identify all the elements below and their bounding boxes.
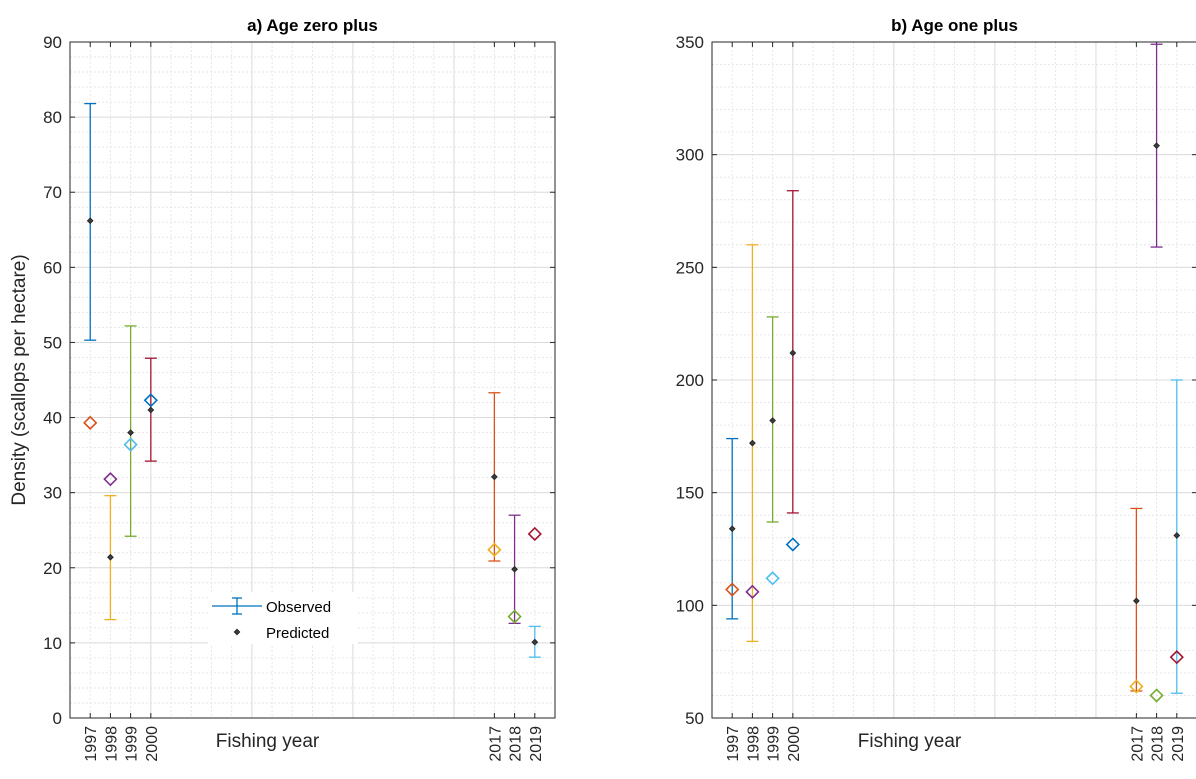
observed-marker [86,217,94,225]
x-tick-label: 2017 [1129,726,1146,762]
y-tick-label: 350 [676,33,704,52]
x-tick-label: 1998 [745,726,762,762]
y-tick-label: 40 [43,409,62,428]
panel-age-one-plus: 50 100 150 200 250 300 350 1997 1998 1999 2000 2017… [676,16,1196,762]
observed-marker [789,349,797,357]
predicted-marker [765,571,780,586]
y-tick-label: 100 [676,596,704,615]
y-tick-label: 200 [676,371,704,390]
observed-marker [147,406,155,414]
observed-marker [127,429,134,436]
observed-marker [1173,532,1181,539]
x-tick-label: 2017 [487,726,504,762]
x-tick-label: 1997 [83,726,100,762]
predicted-marker [83,415,98,430]
y-axis-label: Density (scallops per hectare) [9,254,30,505]
x-tick-label: 1998 [103,726,120,762]
x-tick-label: 2018 [508,726,525,762]
y-tick-label: 20 [43,559,62,578]
predicted-marker [1169,650,1184,665]
x-tick-label: 1997 [725,726,742,762]
x-tick-label: 2019 [528,726,545,762]
y-tick-label: 50 [685,709,704,728]
legend-predicted-label: Predicted [266,625,329,642]
observed-marker [1133,597,1140,605]
observed-marker [769,417,776,424]
predicted-marker [1149,688,1164,703]
legend: Observed Predicted [208,592,358,644]
predicted-marker [103,472,118,487]
axes-box [69,41,556,719]
predicted-marker [745,584,760,599]
y-tick-label: 60 [43,258,62,277]
y-tick-label: 10 [43,634,62,653]
observed-marker [1153,142,1160,150]
x-tick-label: 2019 [1170,726,1187,762]
x-tick-label: 2000 [144,726,161,762]
y-tick-label: 90 [43,33,62,52]
y-tick-label: 300 [676,146,704,165]
y-tick-label: 80 [43,108,62,127]
y-tick-label: 50 [43,333,62,352]
panel-a-xlabel: Fishing year [216,731,320,752]
y-tick-label: 250 [676,258,704,277]
legend-predicted-marker [233,628,241,636]
x-tick-label: 1999 [124,726,141,762]
y-tick-label: 150 [676,484,704,503]
predicted-marker [725,582,740,597]
observed-marker [107,553,114,561]
observed-marker [749,439,756,447]
predicted-marker [143,393,158,408]
predicted-marker [527,526,542,542]
predicted-marker [785,537,800,552]
panel-a-title: a) Age zero plus [247,16,378,35]
legend-background [208,592,358,644]
observed-marker [531,638,539,646]
x-tick-label: 2000 [786,726,803,762]
panel-b-xlabel: Fishing year [858,731,962,752]
y-tick-label: 30 [43,484,62,503]
x-tick-label: 2018 [1150,726,1167,762]
predicted-marker [123,437,138,452]
observed-marker [511,565,518,573]
panel-b-title: b) Age one plus [891,16,1018,35]
observed-marker [491,473,498,481]
y-tick-label: 70 [43,183,62,202]
observed-marker [728,525,736,533]
x-tick-label: 1999 [766,726,783,762]
y-tick-label: 0 [53,709,62,728]
predicted-marker [1129,679,1144,694]
predicted-marker [487,542,502,557]
predicted-marker [507,609,522,624]
legend-observed-label: Observed [266,599,331,616]
